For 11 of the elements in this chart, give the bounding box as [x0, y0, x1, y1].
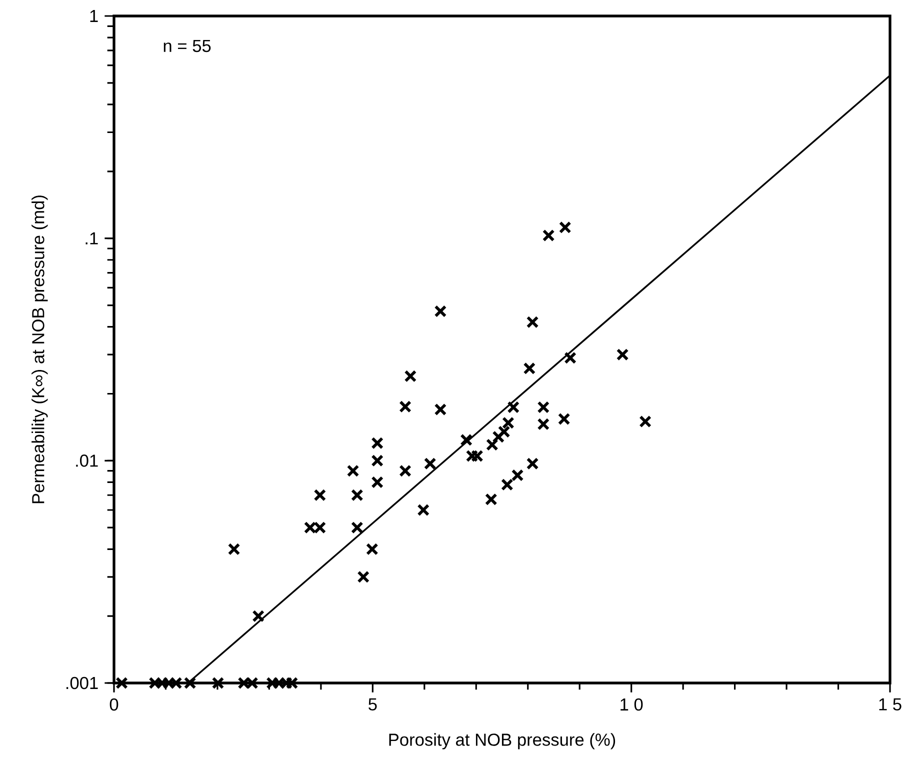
annotation: n = 55: [164, 40, 211, 52]
x-tick-label: 5: [368, 698, 377, 710]
x-tick-label: 0: [110, 698, 118, 711]
x-axis-title: Porosity at NOB pressure (%): [389, 733, 616, 750]
y-tick-label: 1: [90, 10, 98, 22]
y-tick-label: .1: [86, 232, 98, 244]
y-tick-label: .001: [66, 676, 98, 690]
x-tick-label: 1 0: [620, 698, 643, 711]
y-axis-title: Permeability (K∞) at NOB pressure (md): [32, 196, 48, 504]
x-tick-label: 1 5: [879, 698, 902, 710]
y-tick-label: .01: [76, 454, 98, 467]
